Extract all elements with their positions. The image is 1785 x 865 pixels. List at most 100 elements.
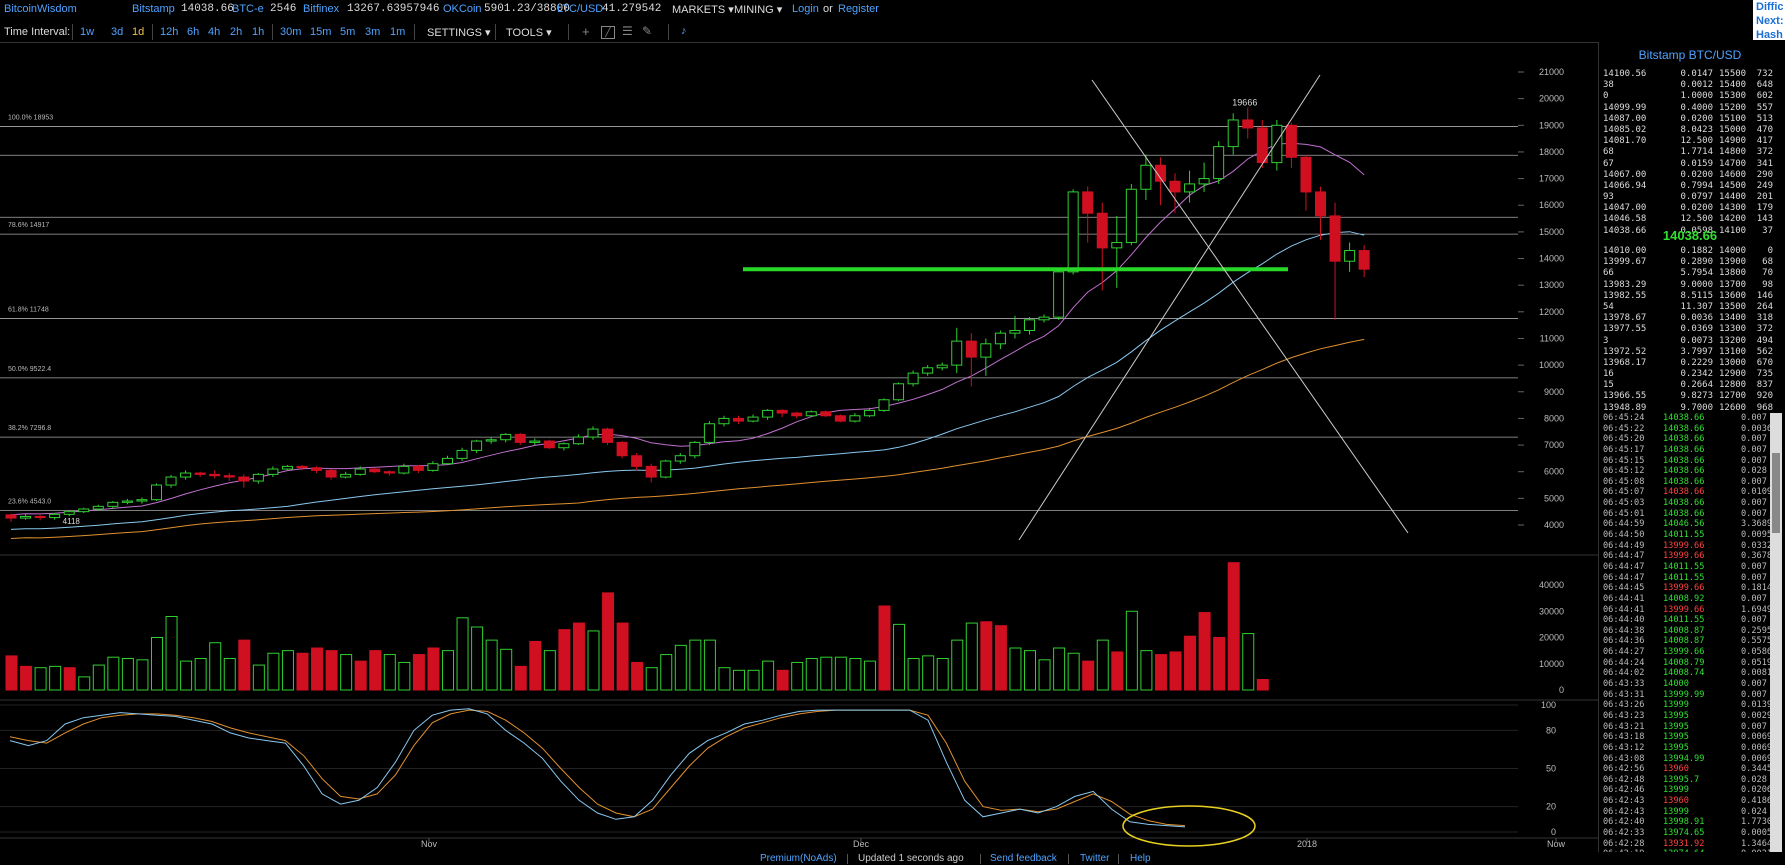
toolbar-separator <box>272 24 273 40</box>
ask-row-cell: 14046.58 <box>1603 214 1647 225</box>
bid-row[interactable]: 13982.55 8.5115 13600 146 <box>1603 291 1773 302</box>
ask-row[interactable]: 0 1.0000 15300 602 <box>1603 91 1773 102</box>
bid-row[interactable]: 14010.00 0.1882 14000 0 <box>1603 246 1773 257</box>
help-link[interactable]: Help <box>1130 853 1151 864</box>
fib-tool-icon[interactable]: ☰ <box>622 24 633 38</box>
trade-cell: 06:42:46 <box>1603 785 1645 796</box>
exchange-bitfinex-name[interactable]: Bitfinex <box>303 3 340 15</box>
volume-bar <box>805 658 818 691</box>
bid-row[interactable]: 3 0.0073 13200 494 <box>1603 336 1773 347</box>
interval-3m[interactable]: 3m <box>365 26 381 38</box>
bid-row-cell: 68 <box>1762 257 1773 268</box>
bid-row[interactable]: 13972.52 3.7997 13100 562 <box>1603 347 1773 358</box>
ask-row[interactable]: 14085.02 8.0423 15000 470 <box>1603 125 1773 136</box>
markets-menu[interactable]: MARKETS ▾ <box>672 4 734 16</box>
interval-30m[interactable]: 30m <box>280 26 302 38</box>
bid-row-cell: 16 <box>1603 369 1614 380</box>
volume-bar <box>1227 562 1240 691</box>
interval-5m[interactable]: 5m <box>340 26 356 38</box>
toolbar-separator <box>668 24 669 40</box>
bid-row[interactable]: 15 0.2664 12800 837 <box>1603 380 1773 391</box>
exchange-okcoin-name[interactable]: OKCoin <box>443 3 482 15</box>
candle-body <box>151 484 162 501</box>
interval-1m[interactable]: 1m <box>390 26 406 38</box>
interval-15m[interactable]: 15m <box>310 26 332 38</box>
crosshair-icon[interactable]: + <box>582 24 590 39</box>
exchange-ltcusd-name[interactable]: LTC/USD <box>557 3 604 15</box>
volume-bar <box>78 676 91 691</box>
ask-row[interactable]: 14038.66 0.0598 14100 37 <box>1603 226 1773 237</box>
volume-bar <box>645 667 658 691</box>
bid-row[interactable]: 13948.89 9.7000 12600 968 <box>1603 403 1773 414</box>
trade-row: 06:45:08 14038.66 0.007 <box>1603 477 1783 488</box>
ask-row-cell: 372 <box>1756 147 1773 158</box>
ask-row[interactable]: 14066.94 0.7994 14500 249 <box>1603 181 1773 192</box>
line-tool-icon[interactable]: ╱ <box>601 26 615 39</box>
volume-bar <box>863 660 876 691</box>
interval-6h[interactable]: 6h <box>187 26 200 38</box>
interval-3d[interactable]: 3d <box>111 26 124 38</box>
ask-row-cell: 14200 <box>1719 214 1747 225</box>
ask-row[interactable]: 14067.00 0.0200 14600 290 <box>1603 170 1773 181</box>
ask-row[interactable]: 14099.99 0.4000 15200 557 <box>1603 103 1773 114</box>
bid-row[interactable]: 13983.29 9.0000 13700 98 <box>1603 280 1773 291</box>
ask-row[interactable]: 14047.00 0.0200 14300 179 <box>1603 203 1773 214</box>
volume-bar <box>398 661 411 691</box>
ask-row[interactable]: 14087.00 0.0200 15100 513 <box>1603 114 1773 125</box>
pencil-icon[interactable]: ✎ <box>642 24 653 38</box>
candle-body <box>63 511 75 515</box>
interval-1h[interactable]: 1h <box>252 26 265 38</box>
ask-row[interactable]: 68 1.7714 14800 372 <box>1603 147 1773 158</box>
bid-row[interactable]: 66 5.7954 13800 70 <box>1603 268 1773 279</box>
candle-body <box>514 433 526 443</box>
interval-2h[interactable]: 2h <box>230 26 243 38</box>
price-tick-label: 11000 <box>1540 333 1564 343</box>
bid-row-cell: 13948.89 <box>1603 402 1647 413</box>
register-link[interactable]: Register <box>838 3 879 15</box>
trade-row: 06:43:08 13994.99 0.00699 <box>1603 754 1783 765</box>
scrollbar-thumb[interactable] <box>1772 453 1780 533</box>
trade-cell: 0.024 <box>1741 806 1767 817</box>
mining-menu[interactable]: MINING ▾ <box>734 4 783 16</box>
interval-1d[interactable]: 1d <box>132 26 145 38</box>
ask-row-cell: 0.0159 <box>1680 158 1713 169</box>
trade-cell: 1.69491 <box>1741 604 1778 615</box>
ask-row[interactable]: 14081.70 12.500 14900 417 <box>1603 136 1773 147</box>
exchange-btce-name[interactable]: BTC-e <box>232 3 264 15</box>
premium-link[interactable]: Premium(NoAds) <box>760 853 837 864</box>
ask-row[interactable]: 14046.58 12.500 14200 143 <box>1603 214 1773 225</box>
trades-scrollbar[interactable] <box>1770 413 1782 853</box>
ask-row[interactable]: 38 0.0012 15400 648 <box>1603 80 1773 91</box>
alert-bell-icon[interactable]: ♪ <box>681 25 687 37</box>
price-chart[interactable]: 100.0% 18953 78.6% 14917 61.8% 11748 50.0% … <box>0 43 1598 851</box>
candle-body <box>1053 271 1065 318</box>
exchange-bitstamp-name[interactable]: Bitstamp <box>132 3 175 15</box>
trade-cell: 0.36782 <box>1741 551 1778 562</box>
bid-row-cell: 318 <box>1756 313 1773 324</box>
settings-menu[interactable]: SETTINGS ▾ <box>427 27 491 39</box>
bid-row[interactable]: 13977.55 0.0369 13300 372 <box>1603 324 1773 335</box>
tools-menu[interactable]: TOOLS ▾ <box>506 27 552 39</box>
brand-logo[interactable]: BitcoinWisdom <box>4 3 77 15</box>
interval-12h[interactable]: 12h <box>160 26 179 38</box>
feedback-link[interactable]: Send feedback <box>990 853 1057 864</box>
interval-4h[interactable]: 4h <box>208 26 221 38</box>
candle-body <box>471 440 483 451</box>
ask-row-cell: 14047.00 <box>1603 203 1647 214</box>
ma-mid-line <box>10 231 1365 530</box>
ask-row[interactable]: 14100.56 0.0147 15500 732 <box>1603 69 1773 80</box>
ask-row[interactable]: 67 0.0159 14700 341 <box>1603 159 1773 170</box>
trade-row: 06:45:03 14038.66 0.007 <box>1603 498 1783 509</box>
bid-row[interactable]: 13978.67 0.0036 13400 318 <box>1603 313 1773 324</box>
bid-row[interactable]: 54 11.307 13500 264 <box>1603 302 1773 313</box>
ask-row[interactable]: 93 0.0797 14400 201 <box>1603 192 1773 203</box>
bid-row[interactable]: 13968.17 0.2229 13000 670 <box>1603 358 1773 369</box>
bid-row[interactable]: 16 0.2342 12900 735 <box>1603 369 1773 380</box>
trade-row: 06:42:33 13974.65 0.00057 <box>1603 828 1783 839</box>
bid-row[interactable]: 13999.67 0.2890 13900 68 <box>1603 257 1773 268</box>
twitter-link[interactable]: Twitter <box>1080 853 1110 864</box>
login-link[interactable]: Login <box>792 3 819 15</box>
bid-row[interactable]: 13966.55 9.8273 12700 920 <box>1603 391 1773 402</box>
interval-1w[interactable]: 1w <box>80 26 95 38</box>
trade-cell: 14038.66 <box>1663 455 1705 466</box>
